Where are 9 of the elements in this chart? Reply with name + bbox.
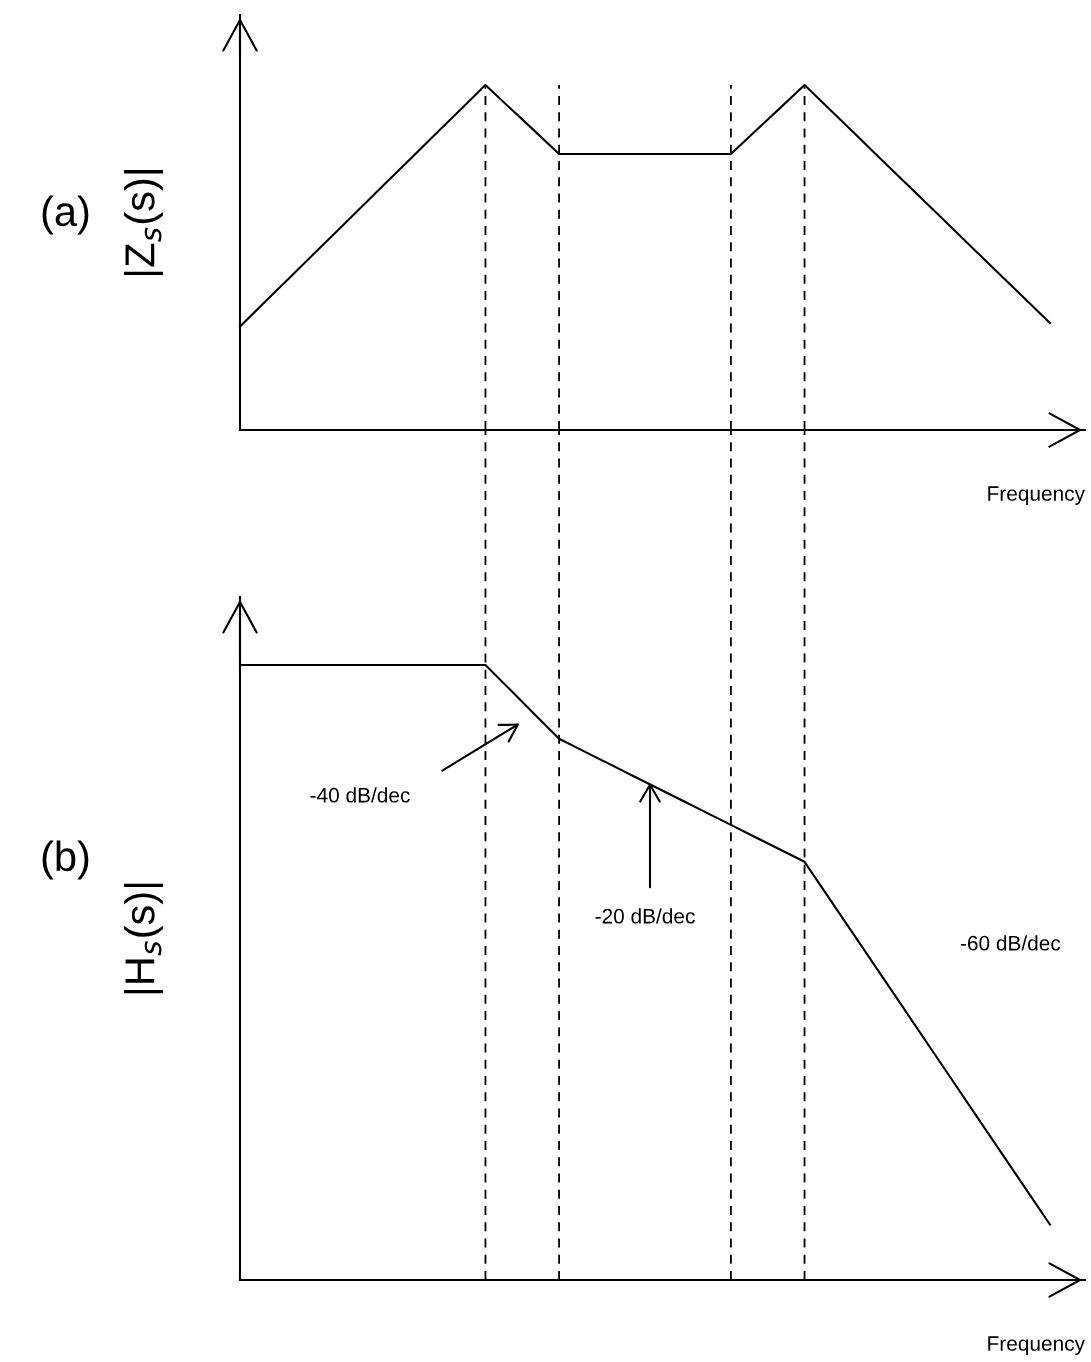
annotation: -20 dB/dec bbox=[595, 908, 695, 924]
text: (a) bbox=[42, 195, 89, 235]
annotation: -60 dB/dec bbox=[960, 935, 1061, 951]
annotation: -40 dB/dec bbox=[310, 787, 410, 803]
x-axis-title: Frequency bbox=[988, 486, 1085, 505]
y-axis-title: |Z$_{s}$(s)| bbox=[124, 170, 164, 276]
x-axis-title: Frequency bbox=[988, 1336, 1085, 1355]
text: (b) bbox=[42, 840, 89, 880]
y-axis-title: |H$_{s}$(s)| bbox=[124, 883, 164, 994]
